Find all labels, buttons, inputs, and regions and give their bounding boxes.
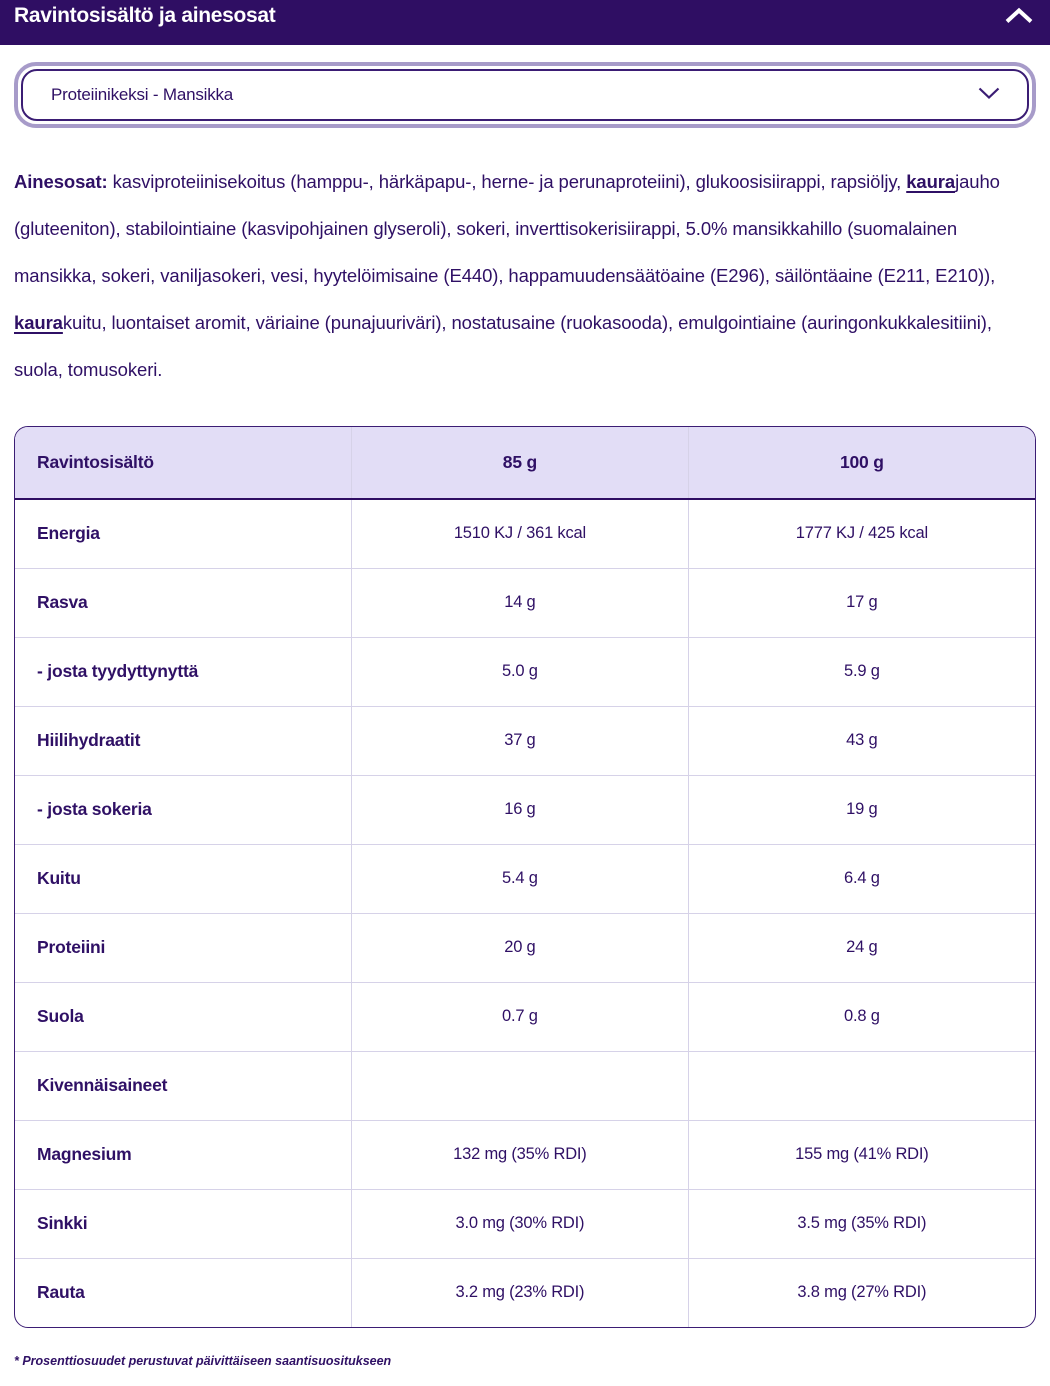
row-value-85g: 1510 KJ / 361 kcal [351, 499, 689, 568]
row-label: Suola [15, 981, 352, 1051]
row-label: Magnesium [15, 1119, 352, 1189]
product-select[interactable]: Proteiinikeksi - Mansikka [14, 62, 1036, 128]
row-label: Kivennäisaineet [15, 1050, 352, 1120]
row-value-85g [351, 1050, 689, 1120]
row-label: Hiilihydraatit [15, 705, 352, 775]
row-value-100g: 0.8 g [687, 981, 1035, 1051]
row-value-100g: 5.9 g [687, 636, 1035, 706]
row-value-100g: 17 g [687, 567, 1035, 637]
table-row: Suola 0.7 g 0.8 g [15, 981, 1035, 1051]
ingredients-paragraph: Ainesosat: kasviproteiinisekoitus (hampp… [14, 158, 1036, 393]
ingredient-segment: Ainesosat: [14, 171, 113, 192]
nutrition-table: Ravintosisältö 85 g 100 g Energia 1510 KJ… [15, 427, 1035, 1327]
row-value-85g: 37 g [351, 705, 689, 775]
row-value-100g: 1777 KJ / 425 kcal [687, 499, 1035, 568]
row-label: - josta tyydyttynyttä [15, 636, 352, 706]
row-value-100g: 6.4 g [687, 843, 1035, 913]
table-row: Rauta 3.2 mg (23% RDI) 3.8 mg (27% RDI) [15, 1257, 1035, 1327]
table-row: Kuitu 5.4 g 6.4 g [15, 843, 1035, 913]
row-value-85g: 5.0 g [351, 636, 689, 706]
row-label: Sinkki [15, 1188, 352, 1258]
table-row: Hiilihydraatit 37 g 43 g [15, 705, 1035, 775]
row-value-85g: 132 mg (35% RDI) [351, 1119, 689, 1189]
row-label: Proteiini [15, 912, 352, 982]
row-value-85g: 0.7 g [351, 981, 689, 1051]
row-value-85g: 14 g [351, 567, 689, 637]
column-header-100g: 100 g [687, 427, 1035, 500]
column-header-85g: 85 g [351, 427, 689, 500]
row-value-100g [687, 1050, 1035, 1120]
nutrition-table-container: Ravintosisältö 85 g 100 g Energia 1510 KJ… [14, 426, 1036, 1328]
row-value-85g: 16 g [351, 774, 689, 844]
row-label: Rauta [15, 1257, 352, 1327]
table-row: Kivennäisaineet [15, 1050, 1035, 1120]
table-row: Sinkki 3.0 mg (30% RDI) 3.5 mg (35% RDI) [15, 1188, 1035, 1258]
accordion-header[interactable]: Ravintosisältö ja ainesosat [0, 0, 1050, 45]
table-row: Proteiini 20 g 24 g [15, 912, 1035, 982]
table-row: Rasva 14 g 17 g [15, 567, 1035, 637]
product-select-value: Proteiinikeksi - Mansikka [51, 85, 234, 104]
row-value-100g: 43 g [687, 705, 1035, 775]
row-value-100g: 3.8 mg (27% RDI) [687, 1257, 1035, 1327]
row-value-85g: 20 g [351, 912, 689, 982]
chevron-up-icon[interactable] [1004, 7, 1034, 24]
ingredient-segment: jauho (gluteeniton), stabilointiaine (ka… [14, 171, 1000, 286]
ingredient-segment: kuitu, luontaiset aromit, väriaine (puna… [14, 312, 992, 380]
product-select-inner: Proteiinikeksi - Mansikka [21, 69, 1029, 121]
row-value-100g: 155 mg (41% RDI) [687, 1119, 1035, 1189]
row-value-85g: 3.0 mg (30% RDI) [351, 1188, 689, 1258]
accordion-title: Ravintosisältö ja ainesosat [14, 4, 276, 27]
table-row: Energia 1510 KJ / 361 kcal 1777 KJ / 425 k… [15, 499, 1035, 568]
accordion-body: Proteiinikeksi - Mansikka Ainesosat: kas… [0, 62, 1050, 1368]
table-row: - josta sokeria 16 g 19 g [15, 774, 1035, 844]
row-value-100g: 24 g [687, 912, 1035, 982]
table-row: - josta tyydyttynyttä 5.0 g 5.9 g [15, 636, 1035, 706]
row-value-85g: 5.4 g [351, 843, 689, 913]
row-label: Rasva [15, 567, 352, 637]
row-value-100g: 3.5 mg (35% RDI) [687, 1188, 1035, 1258]
chevron-down-icon [977, 86, 1001, 105]
ingredient-segment: kaura [906, 171, 956, 192]
table-row: Magnesium 132 mg (35% RDI) 155 mg (41% RDI… [15, 1119, 1035, 1189]
table-header-row: Ravintosisältö 85 g 100 g [15, 427, 1035, 500]
row-label: Kuitu [15, 843, 352, 913]
footnote: * Prosenttiosuudet perustuvat päivittäis… [14, 1354, 392, 1368]
ingredient-segment: kaura [14, 312, 63, 333]
row-value-100g: 19 g [687, 774, 1035, 844]
row-label: Energia [37, 523, 100, 544]
row-label: - josta sokeria [15, 774, 352, 844]
ingredient-segment: kasviproteiinisekoitus (hamppu-, härkäpa… [112, 171, 907, 192]
row-value-85g: 3.2 mg (23% RDI) [351, 1257, 689, 1327]
column-header-nutrient: Ravintosisältö [15, 427, 352, 500]
